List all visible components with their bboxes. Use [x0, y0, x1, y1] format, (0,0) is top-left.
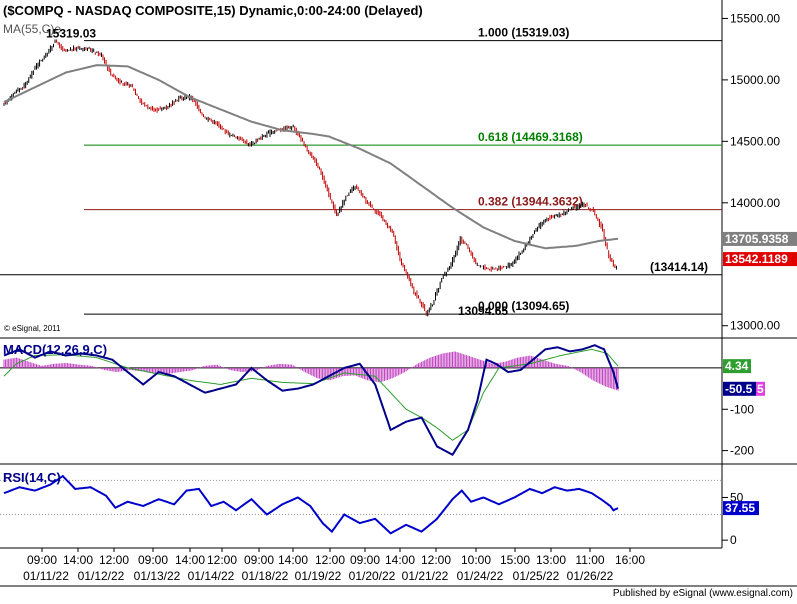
- rsi-panel: 50 0 RSI(14,C) 37.55: [0, 470, 759, 547]
- swing-high-label: 15319.03: [46, 27, 96, 41]
- swing-low-label: 13094.65: [458, 304, 508, 318]
- date-label: 01/20/22: [349, 569, 396, 583]
- macd-title: MACD(12,26,9,C): [3, 342, 107, 357]
- macd-y-axis: -100 -200: [722, 402, 754, 458]
- time-tick-label: 14:00: [63, 553, 93, 567]
- rsi-value-badge: 37.55: [723, 501, 759, 516]
- moving-average-line: [3, 64, 618, 250]
- candlestick-series: [3, 39, 617, 317]
- ma-label: MA(55,C)e: [3, 22, 61, 36]
- rsi-y-axis: 50 0: [722, 490, 744, 547]
- price-y-tick-label: 14000.00: [730, 196, 780, 210]
- fibonacci-levels: 1.000 (15319.03) 0.618 (14469.3168) 0.382 …: [0, 26, 722, 315]
- watermark: © eSignal, 2011: [4, 324, 61, 333]
- date-label: 01/21/22: [402, 569, 449, 583]
- date-label: 01/26/22: [567, 569, 614, 583]
- fib-level-label: 0.618 (14469.3168): [478, 130, 583, 144]
- macd-value-badge: -50.5 5: [723, 381, 765, 396]
- time-tick-label: 14:00: [278, 553, 308, 567]
- date-label: 01/18/22: [242, 569, 289, 583]
- time-tick-label: 12:00: [315, 553, 345, 567]
- time-tick-label: 09:00: [350, 553, 380, 567]
- time-tick-label: 09:00: [27, 553, 57, 567]
- signal-value-badge: 4.34: [723, 359, 751, 374]
- macd-signal-line: [3, 348, 619, 441]
- time-axis: 09:00 14:00 12:00 09:00 14:00 12:00 09:00 14:00…: [23, 548, 645, 583]
- date-label: 01/25/22: [513, 569, 560, 583]
- macd-panel: -100 -200 MACD(12,26,9,C) 4.34 -50.5 5: [0, 342, 765, 458]
- date-label: 01/11/22: [23, 569, 69, 583]
- date-label: 01/14/22: [188, 569, 235, 583]
- macd-value: -50.5: [725, 382, 753, 396]
- time-tick-label: 12:00: [207, 553, 237, 567]
- date-label: 01/24/22: [457, 569, 504, 583]
- time-tick-label: 16:00: [615, 553, 645, 567]
- time-tick-label: 11:00: [575, 553, 604, 567]
- time-tick-label: 12:00: [99, 553, 129, 567]
- fib-level-label: 0.000 (13094.65): [478, 299, 569, 313]
- last-ma-value: 13705.9358: [725, 232, 789, 246]
- date-label: 01/19/22: [295, 569, 342, 583]
- price-y-tick-label: 15000.00: [730, 73, 780, 87]
- time-tick-label: 12:00: [421, 553, 451, 567]
- fib-level-label: 0.382 (13944.3632): [478, 195, 583, 209]
- time-tick-label: 15:00: [500, 553, 530, 567]
- time-tick-label: 10:00: [461, 553, 491, 567]
- publisher-credit: Published by eSignal (www.esignal.com): [613, 588, 793, 599]
- fib-level-label: 1.000 (15319.03): [478, 26, 569, 40]
- rsi-reference-lines: [0, 479, 722, 516]
- price-y-tick-label: 15500.00: [730, 11, 780, 25]
- time-tick-label: 09:00: [244, 553, 274, 567]
- last-ma-value-badge: 13705.9358: [723, 231, 797, 246]
- price-y-axis: 15500.00 15000.00 14500.00 14000.00 13000.00: [722, 11, 780, 333]
- rsi-title: RSI(14,C): [3, 470, 61, 485]
- signal-value: 4.34: [725, 359, 749, 373]
- chart-title: ($COMPQ - NASDAQ COMPOSITE,15) Dynamic,0…: [3, 3, 423, 18]
- macd-line: [3, 344, 619, 457]
- time-tick-label: 14:00: [175, 553, 205, 567]
- time-tick-label: 13:00: [536, 553, 566, 567]
- histogram-value-badge: 5: [757, 382, 764, 396]
- support-level-label: (13414.14): [650, 260, 708, 274]
- macd-y-tick-label: -100: [730, 402, 754, 416]
- time-tick-label: 09:00: [138, 553, 168, 567]
- time-tick-label: 14:00: [385, 553, 415, 567]
- last-price-value: 13542.1189: [725, 252, 788, 266]
- macd-y-tick-label: -200: [730, 444, 754, 458]
- price-y-tick-label: 14500.00: [730, 134, 780, 148]
- last-price-badge: 13542.1189: [723, 252, 797, 267]
- price-panel: 1.000 (15319.03) 0.618 (14469.3168) 0.382 …: [0, 3, 797, 333]
- date-label: 01/12/22: [78, 569, 125, 583]
- rsi-y-tick-label: 0: [730, 533, 737, 547]
- rsi-value: 37.55: [725, 501, 755, 515]
- price-y-tick-label: 13000.00: [730, 319, 780, 333]
- rsi-line: [3, 474, 619, 535]
- date-label: 01/13/22: [134, 569, 181, 583]
- rsi-y-tick-label: 50: [730, 490, 744, 504]
